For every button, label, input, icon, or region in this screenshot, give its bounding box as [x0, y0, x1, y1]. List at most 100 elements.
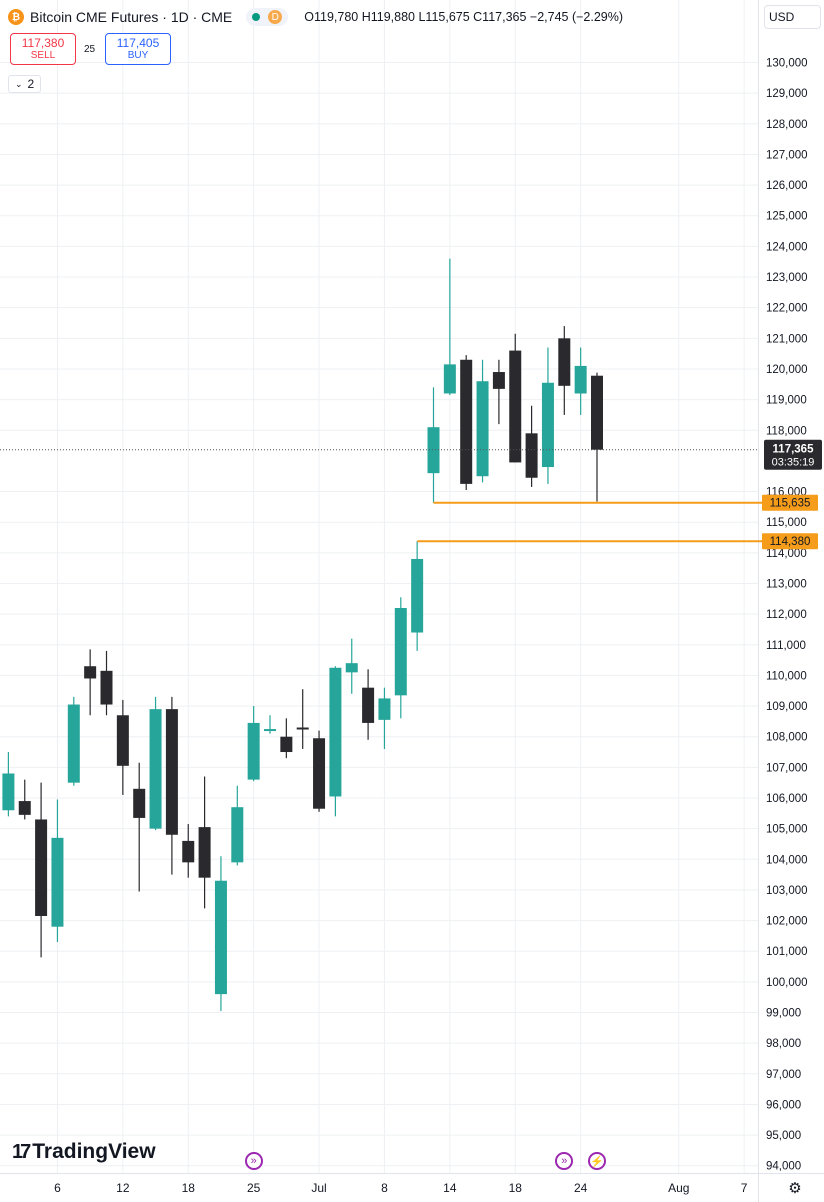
- level-price-badge: [762, 494, 818, 511]
- candle-body-down: [84, 666, 97, 679]
- last-price-value: 117,365: [773, 444, 815, 456]
- candle-body-down: [182, 840, 195, 863]
- price-tick-label: 111,000: [766, 640, 806, 652]
- candle-body-up: [541, 382, 554, 468]
- settings-gear-icon[interactable]: ⚙: [788, 1180, 802, 1197]
- price-tick-label: 102,000: [766, 916, 808, 928]
- level-price-label: 115,635: [770, 498, 811, 510]
- bitcoin-icon: ₿: [8, 9, 24, 25]
- candle-body-up: [149, 709, 162, 829]
- candle-body-down: [313, 738, 326, 809]
- price-tick-label: 106,000: [766, 793, 808, 805]
- time-tick-label: 6: [54, 1181, 61, 1195]
- candle-body-down: [492, 372, 505, 389]
- candle-body-down: [558, 338, 571, 386]
- price-tick-label: 103,000: [766, 885, 808, 897]
- candle-body-down: [525, 433, 538, 478]
- price-tick-label: 97,000: [766, 1069, 801, 1081]
- candle-body-up: [264, 729, 276, 732]
- price-tick-label: 109,000: [766, 701, 808, 713]
- tradingview-logo[interactable]: 17 TradingView: [12, 1140, 156, 1164]
- tradingview-logo-text: TradingView: [32, 1140, 156, 1163]
- candle-body-up: [345, 663, 358, 673]
- candle-body-up: [231, 807, 244, 863]
- price-tick-label: 118,000: [766, 425, 807, 437]
- price-tick-label: 110,000: [766, 670, 807, 682]
- price-tick-label: 100,000: [766, 977, 808, 989]
- time-tick-label: 14: [443, 1181, 457, 1195]
- candle-body-up: [378, 698, 391, 720]
- candle-body-up: [574, 365, 587, 394]
- candle-body-down: [460, 359, 473, 484]
- candle-body-down: [509, 350, 522, 463]
- buy-button[interactable]: 117,405 BUY: [105, 33, 171, 65]
- indicators-count: 2: [27, 77, 35, 91]
- time-tick-label: 7: [741, 1181, 748, 1195]
- price-tick-label: 107,000: [766, 762, 808, 774]
- candle-body-down: [165, 709, 178, 835]
- candle-body-down: [296, 727, 309, 730]
- currency-selector[interactable]: USD: [764, 5, 821, 29]
- time-tick-label: 25: [247, 1181, 261, 1195]
- candle-body-up: [476, 381, 489, 477]
- price-tick-label: 104,000: [766, 854, 808, 866]
- candle-body-down: [362, 687, 375, 723]
- candle-body-up: [443, 364, 456, 394]
- sell-label: SELL: [30, 50, 56, 61]
- chevron-down-icon: ⌄: [15, 78, 23, 89]
- candle-body-up: [67, 704, 80, 783]
- candle-body-up: [51, 837, 64, 927]
- chart-header: ₿ Bitcoin CME Futures · 1D · CME D O119,…: [8, 6, 623, 28]
- last-price-badge: [764, 439, 822, 470]
- candle-body-up: [411, 558, 424, 633]
- price-tick-label: 114,000: [766, 548, 807, 560]
- candle-body-up: [247, 722, 260, 780]
- sell-button[interactable]: 117,380 SELL: [10, 33, 76, 65]
- buy-price: 117,405: [116, 36, 160, 50]
- candle-body-down: [116, 715, 129, 766]
- sell-price: 117,380: [21, 36, 65, 50]
- candle-body-up: [329, 667, 342, 797]
- price-tick-label: 121,000: [766, 333, 808, 345]
- candle-body-down: [280, 736, 293, 753]
- price-tick-label: 123,000: [766, 272, 808, 284]
- price-tick-label: 113,000: [766, 578, 807, 590]
- price-tick-label: 96,000: [766, 1099, 801, 1111]
- price-tick-label: 99,000: [766, 1008, 801, 1020]
- price-tick-label: 128,000: [766, 119, 808, 131]
- candle-body-down: [18, 801, 31, 815]
- candle-body-down: [591, 375, 603, 450]
- candle-body-up: [427, 427, 440, 474]
- price-tick-label: 126,000: [766, 180, 808, 192]
- price-tick-label: 129,000: [766, 88, 808, 100]
- price-tick-label: 112,000: [766, 609, 807, 621]
- tradingview-logo-icon: 17: [12, 1140, 31, 1163]
- price-tick-label: 130,000: [766, 58, 808, 70]
- time-tick-label: Aug: [668, 1181, 689, 1195]
- event-arrow-icon[interactable]: »: [244, 1152, 263, 1170]
- market-status[interactable]: D: [246, 8, 289, 26]
- price-tick-label: 101,000: [766, 946, 808, 958]
- price-tick-label: 108,000: [766, 732, 808, 744]
- time-tick-label: 24: [574, 1181, 588, 1195]
- level-price-badge: [762, 533, 818, 550]
- price-tick-label: 115,000: [766, 517, 807, 529]
- candle-body-up: [2, 773, 15, 811]
- price-tick-label: 98,000: [766, 1038, 801, 1050]
- event-flash-icon[interactable]: ⚡: [588, 1152, 606, 1170]
- price-tick-label: 127,000: [766, 149, 808, 161]
- bar-countdown: 03:35:19: [772, 457, 815, 469]
- candle-body-up: [214, 880, 227, 995]
- price-tick-label: 105,000: [766, 824, 808, 836]
- spread-value: 25: [84, 44, 96, 55]
- price-tick-label: 124,000: [766, 241, 808, 253]
- candle-body-down: [100, 670, 113, 705]
- indicators-toggle[interactable]: ⌄ 2: [8, 75, 42, 93]
- price-tick-label: 94,000: [766, 1161, 801, 1173]
- symbol-title[interactable]: Bitcoin CME Futures · 1D · CME: [30, 9, 233, 25]
- price-tick-label: 122,000: [766, 303, 808, 315]
- time-tick-label: 18: [509, 1181, 523, 1195]
- event-arrow-icon[interactable]: »: [555, 1152, 574, 1170]
